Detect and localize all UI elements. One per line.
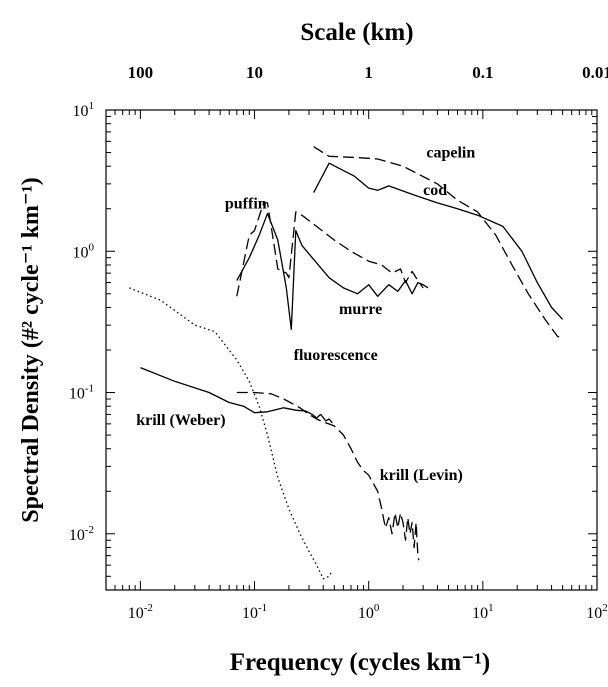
scale-tick-label: 0.1 [472, 63, 493, 82]
plot-area: capelin cod puffin murre fluorescence krill (… [129, 145, 564, 580]
y-tick-label: 100 [73, 241, 95, 261]
scale-tick-label: 10 [246, 63, 263, 82]
series-label: krill (Weber) [136, 412, 225, 429]
series-label: puffin [225, 196, 267, 213]
top-axis-ticks: 100 10 1 0.1 0.01 [128, 63, 608, 82]
x-tick-label: 10-1 [242, 602, 267, 622]
chart-title: Scale (km) [300, 19, 413, 46]
x-tick-label: 10-2 [128, 602, 153, 622]
x-tick-label: 101 [472, 602, 494, 622]
series-label: cod [423, 182, 447, 199]
scale-tick-label: 1 [364, 63, 373, 82]
y-tick-label: 101 [73, 100, 95, 120]
scale-tick-label: 100 [128, 63, 154, 82]
axes: 10-2 10-1 100 101 102 10-2 10-1 100 101 [69, 100, 608, 622]
y-tick-label: 10-2 [69, 524, 94, 544]
series-label: capelin [426, 145, 475, 162]
series-line-krill-weber [140, 366, 333, 424]
scale-tick-label: 0.01 [582, 63, 608, 82]
x-tick-label: 102 [586, 602, 608, 622]
x-tick-label: 100 [358, 602, 380, 622]
y-tick-label: 10-1 [69, 383, 94, 403]
series-line-puffin [236, 202, 424, 297]
series-line-fluorescence [129, 287, 333, 580]
series-line-capelin [313, 146, 563, 340]
series-line-murre [236, 212, 429, 331]
x-axis-label: Frequency (cycles km⁻¹) [230, 649, 490, 676]
series-label: krill (Levin) [380, 467, 463, 484]
series-label: murre [339, 301, 382, 318]
y-axis-label: Spectral Density (#² cycle⁻¹ km⁻¹) [18, 177, 44, 523]
series-label: fluorescence [294, 347, 378, 364]
series-line-krill-levin [236, 391, 420, 561]
series-line-cod [313, 162, 564, 320]
